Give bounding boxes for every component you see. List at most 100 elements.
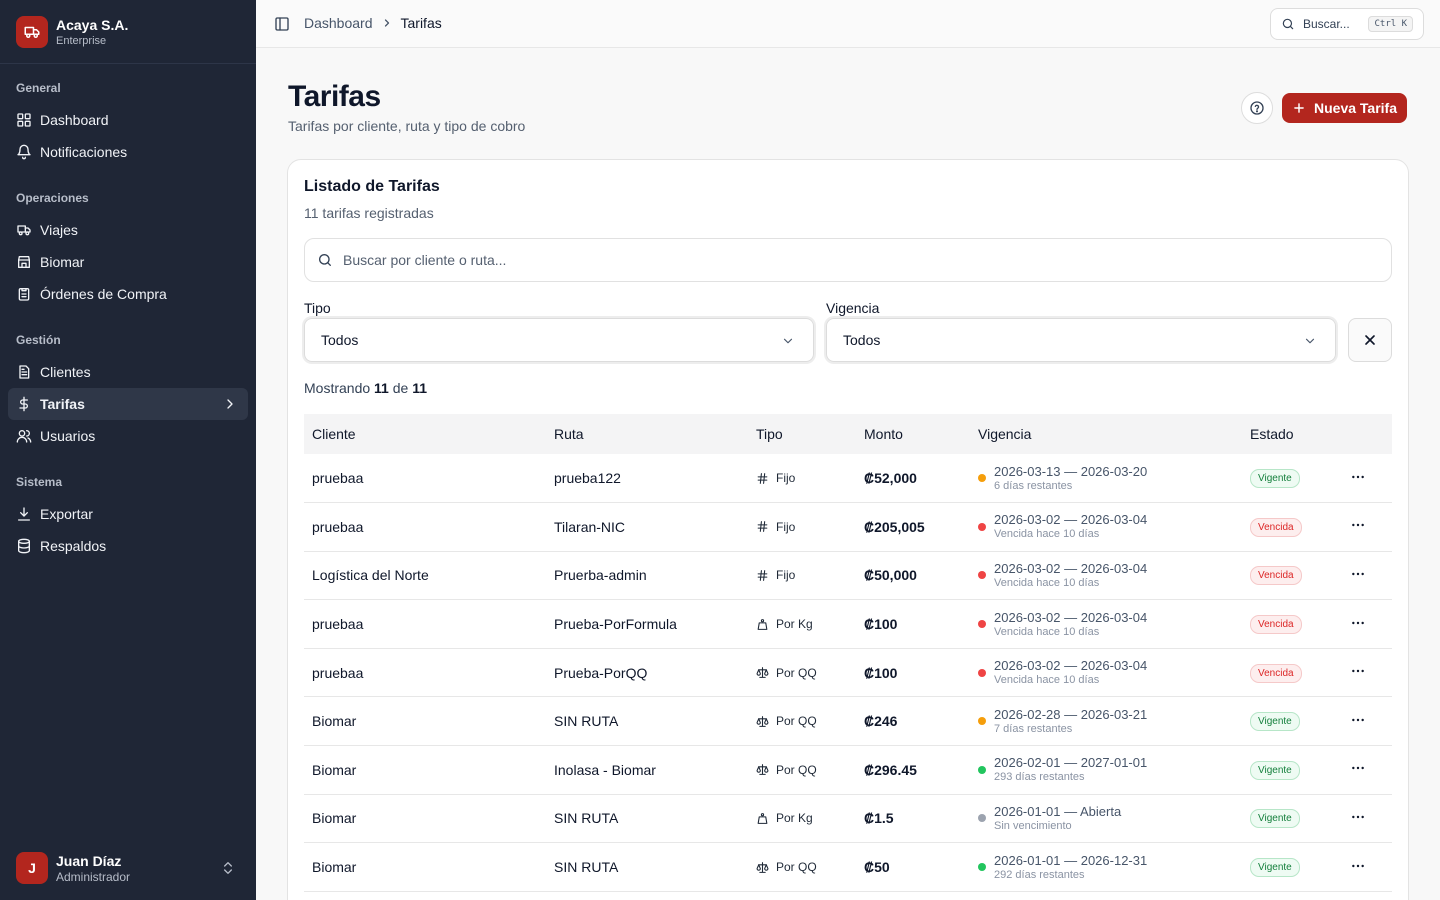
cell-cliente: pruebaa (312, 518, 364, 535)
tarifas-search-input[interactable]: Buscar por cliente o ruta... (304, 238, 1392, 282)
more-horizontal-icon[interactable] (1350, 566, 1366, 582)
more-horizontal-icon[interactable] (1350, 760, 1366, 776)
cell-ruta: SIN RUTA (554, 810, 619, 827)
filter-tipo-select[interactable]: Todos (304, 318, 814, 362)
filter-vigencia-select[interactable]: Todos (826, 318, 1336, 362)
table-row[interactable]: pruebaa prueba122 Fijo ₡52,000 2026-03-13 — … (304, 454, 1392, 503)
cell-vigencia: 2026-03-02 — 2026-03-04 Vencida hace 10 d… (970, 551, 1242, 600)
more-horizontal-icon[interactable] (1350, 469, 1366, 485)
cell-estado: Vencida (1242, 503, 1342, 552)
sidebar-item-respaldos[interactable]: Respaldos (8, 530, 248, 562)
sidebar-item-biomar[interactable]: Biomar (8, 246, 248, 278)
cell-monto: ₡52,000 (864, 470, 917, 487)
status-dot (978, 863, 986, 872)
sidebar-item-ordenes-de-compra[interactable]: Órdenes de Compra (8, 278, 248, 310)
grid-icon (17, 113, 31, 127)
cell-tipo: Fijo (748, 503, 856, 552)
more-horizontal-icon[interactable] (1350, 858, 1366, 874)
sidebar-item-tarifas[interactable]: Tarifas (8, 388, 248, 420)
col-tipo[interactable]: Tipo (756, 426, 783, 442)
status-dot (978, 522, 986, 531)
filter-vigencia-label: Vigencia (826, 300, 880, 316)
sidebar-nav: General Dashboard Notificaciones Operacione… (0, 80, 256, 562)
table-row[interactable]: pruebaa Tilaran-NIC Fijo ₡205,005 2026-03-02… (304, 503, 1392, 552)
vigencia-range: 2026-01-01 — Abierta (994, 803, 1122, 819)
showing-total: 11 (412, 380, 428, 396)
table-row[interactable]: Biomar Inolasa - Biomar Por QQ ₡296.45 2026-… (304, 746, 1392, 795)
sidebar-item-clientes[interactable]: Clientes (8, 356, 248, 388)
cell-actions (1342, 697, 1392, 746)
vigencia-detail: 293 días restantes (994, 771, 1085, 784)
status-badge: Vigente (1250, 469, 1300, 489)
clear-filters-button[interactable] (1348, 318, 1392, 362)
cell-actions (1342, 794, 1392, 843)
sidebar-item-exportar[interactable]: Exportar (8, 498, 248, 530)
status-dot (978, 717, 986, 726)
cell-actions (1342, 843, 1392, 892)
vigencia-range: 2026-03-13 — 2026-03-20 (994, 463, 1148, 479)
cell-estado: Vencida (1242, 551, 1342, 600)
cell-cliente: Logística del Norte (312, 567, 429, 584)
col-ruta[interactable]: Ruta (554, 426, 584, 442)
sidebar-item-label: Respaldos (40, 538, 107, 554)
database-icon (18, 538, 30, 554)
download-icon (18, 507, 30, 521)
more-horizontal-icon[interactable] (1350, 517, 1366, 533)
cell-ruta: Prueba-PorQQ (554, 664, 648, 681)
table-row[interactable]: Logística del Norte Pruerba-admin Fijo ₡50,… (304, 551, 1392, 600)
shortcut-badge: Ctrl K (1368, 16, 1413, 32)
vigencia-detail: Vencida hace 10 días (994, 625, 1100, 638)
cell-vigencia: 2026-03-13 — 2026-03-20 6 días restantes (970, 454, 1242, 503)
cell-tipo: Fijo (748, 454, 856, 503)
breadcrumb-dashboard[interactable]: Dashboard (304, 15, 373, 31)
col-monto[interactable]: Monto (864, 426, 903, 442)
status-badge: Vigente (1250, 809, 1300, 829)
more-horizontal-icon[interactable] (1350, 712, 1366, 728)
results-count: Mostrando 11 de 11 (304, 380, 427, 396)
showing-prefix: Mostrando (304, 380, 371, 396)
help-circle-icon (1250, 101, 1264, 115)
col-vigencia[interactable]: Vigencia (978, 426, 1032, 442)
card-title: Listado de Tarifas (304, 178, 440, 195)
vigencia-range: 2026-03-02 — 2026-03-04 (994, 512, 1148, 528)
status-badge: Vigente (1250, 858, 1300, 878)
tipo-label: Por QQ (776, 860, 817, 875)
cell-tipo: Por QQ (748, 746, 856, 795)
col-estado[interactable]: Estado (1250, 426, 1294, 442)
table-row[interactable]: Biomar SIN RUTA Por Kg ₡1.5 2026-01-01 — Abi… (304, 794, 1392, 843)
more-horizontal-icon[interactable] (1350, 615, 1366, 631)
hash-icon (757, 472, 768, 484)
truck-icon (17, 225, 31, 236)
col-cliente[interactable]: Cliente (312, 426, 356, 442)
status-badge: Vencida (1250, 615, 1302, 635)
sidebar-item-usuarios[interactable]: Usuarios (8, 420, 248, 452)
new-tarifa-button[interactable]: Nueva Tarifa (1282, 93, 1407, 123)
more-horizontal-icon[interactable] (1350, 809, 1366, 825)
sidebar-item-notificaciones[interactable]: Notificaciones (8, 136, 248, 168)
table-row[interactable]: Biomar SIN RUTA Por QQ ₡50 2026-01-01 — 2026… (304, 843, 1392, 892)
table-row[interactable]: Biomar SIN RUTA Por QQ ₡246 2026-02-28 — 202… (304, 697, 1392, 746)
sidebar-item-viajes[interactable]: Viajes (8, 214, 248, 246)
nav-group: Gestión Clientes Tarifas Usuarios (0, 332, 256, 452)
table-row[interactable]: pruebaa Prueba-PorFormula Por Kg ₡100 2026-0… (304, 600, 1392, 649)
nav-group-title: Gestión (16, 333, 61, 347)
global-search-button[interactable]: Buscar... Ctrl K (1270, 8, 1424, 40)
vigencia-range: 2026-01-01 — 2026-12-31 (994, 852, 1148, 868)
user-menu[interactable]: J Juan Díaz Administrador (16, 848, 240, 888)
sidebar-item-label: Usuarios (40, 428, 96, 444)
cell-ruta: Pruerba-admin (554, 567, 647, 584)
scale-icon (756, 715, 769, 727)
cell-vigencia: 2026-01-01 — Abierta Sin vencimiento (970, 794, 1242, 843)
cell-actions (1342, 600, 1392, 649)
brand[interactable]: Acaya S.A. Enterprise (0, 0, 256, 64)
help-button[interactable] (1241, 92, 1273, 124)
cell-cliente: Biomar (312, 859, 357, 876)
page-subtitle: Tarifas por cliente, ruta y tipo de cobr… (288, 118, 526, 134)
more-horizontal-icon[interactable] (1350, 663, 1366, 679)
sidebar-toggle-icon[interactable] (274, 16, 290, 32)
sidebar-item-dashboard[interactable]: Dashboard (8, 104, 248, 136)
table-row[interactable]: pruebaa Prueba-PorQQ Por QQ ₡100 2026-03-02 … (304, 648, 1392, 697)
cell-vigencia: 2026-02-28 — 2026-03-21 7 días restantes (970, 697, 1242, 746)
vigencia-range: 2026-02-28 — 2026-03-21 (994, 706, 1148, 722)
breadcrumb: Dashboard Tarifas (304, 15, 442, 31)
